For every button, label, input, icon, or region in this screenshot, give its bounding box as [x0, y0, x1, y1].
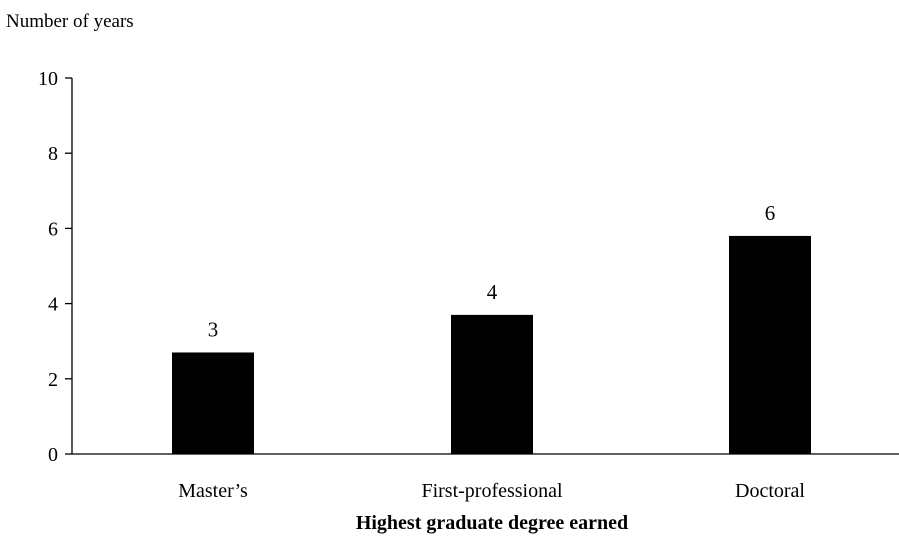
bar-value-label: 3 — [208, 317, 219, 341]
bar-value-label: 6 — [765, 201, 776, 225]
y-axis-ticks: 0 2 4 6 8 10 — [38, 68, 72, 466]
y-tick-label: 10 — [38, 68, 58, 90]
bar-value-label: 4 — [487, 280, 498, 304]
y-tick-label: 4 — [48, 294, 58, 316]
category-labels-group: Master’s First-professional Doctoral — [178, 480, 805, 502]
y-tick-label: 6 — [48, 218, 58, 240]
y-axis-title: Number of years — [6, 11, 134, 32]
bars-group — [172, 235, 811, 454]
bar — [451, 314, 533, 454]
bar — [729, 235, 811, 454]
category-label: First-professional — [421, 480, 563, 502]
bar — [172, 352, 254, 454]
category-label: Doctoral — [735, 480, 805, 502]
x-axis-title: Highest graduate degree earned — [356, 512, 628, 534]
data-labels-group: 3 4 6 — [208, 201, 776, 342]
y-tick-label: 2 — [48, 369, 58, 391]
y-tick-label: 8 — [48, 143, 58, 165]
category-label: Master’s — [178, 480, 248, 502]
y-tick-label: 0 — [48, 444, 58, 466]
